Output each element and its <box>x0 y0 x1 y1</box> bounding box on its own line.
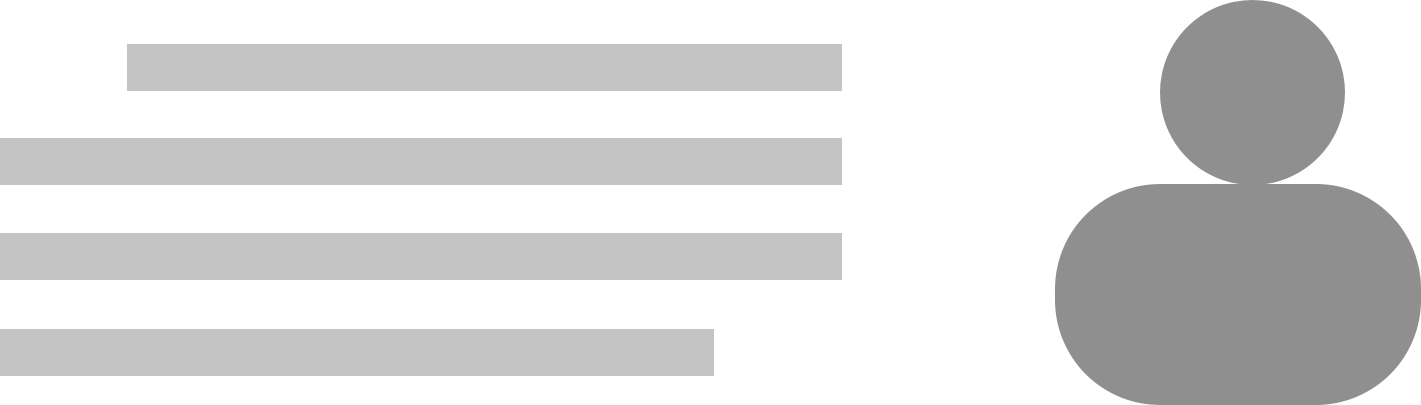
user-icon-body <box>1055 184 1421 405</box>
user-icon <box>1055 0 1421 405</box>
text-placeholder-block <box>0 44 842 376</box>
placeholder-line-1 <box>127 44 842 91</box>
placeholder-line-4 <box>0 329 714 376</box>
placeholder-line-2 <box>0 138 842 185</box>
user-icon-head <box>1160 0 1345 185</box>
placeholder-line-3 <box>0 233 842 280</box>
